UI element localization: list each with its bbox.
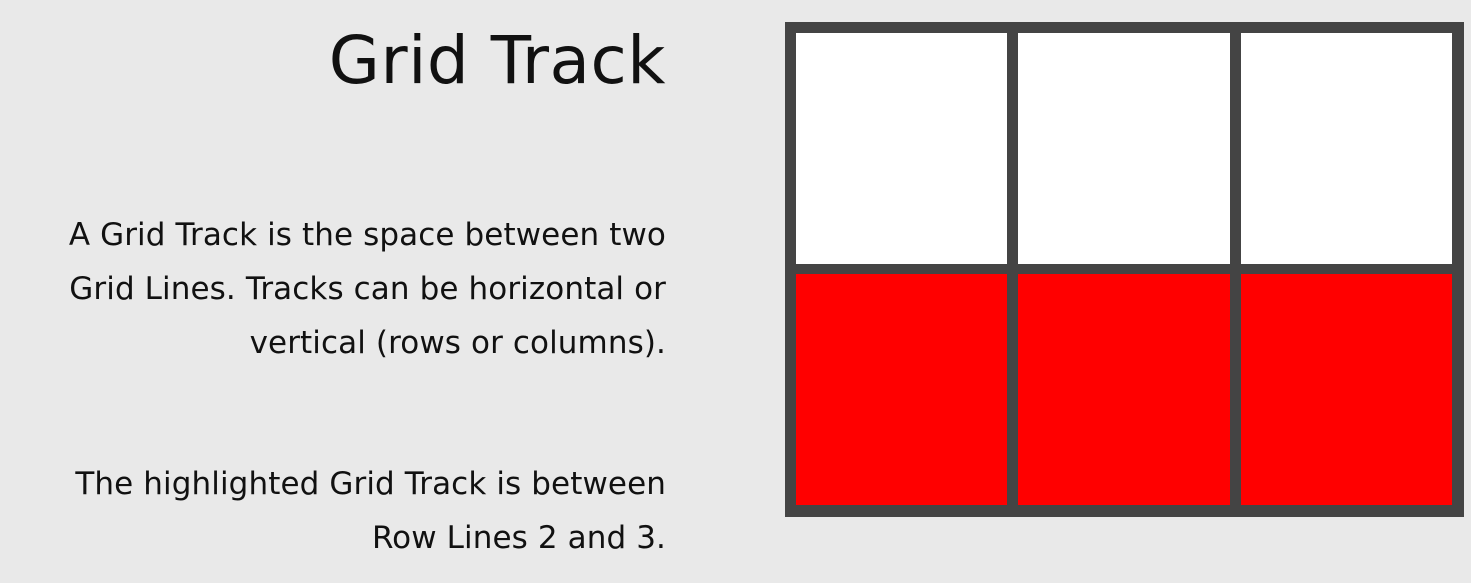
- grid-cell-row-1-col-1: [796, 33, 1008, 264]
- description-paragraph: A Grid Track is the space between two Gr…: [6, 208, 666, 370]
- grid-cell-row-2-col-1: [796, 274, 1008, 505]
- text-column: Grid Track A Grid Track is the space bet…: [0, 0, 666, 583]
- highlight-explanation-line: Row Lines 2 and 3.: [371, 520, 666, 556]
- grid-cell-row-2-col-3: [1240, 274, 1452, 505]
- grid-cell-row-1-col-2: [1018, 33, 1230, 264]
- grid-diagram: [785, 22, 1464, 517]
- description-line: Grid Lines. Tracks can be horizontal or: [69, 271, 666, 307]
- grid-cell-row-1-col-3: [1240, 33, 1452, 264]
- highlight-explanation-line: The highlighted Grid Track is between: [75, 466, 666, 502]
- description-line: vertical (rows or columns).: [249, 325, 666, 361]
- highlight-explanation-paragraph: The highlighted Grid Track is between Ro…: [6, 457, 666, 565]
- page-title: Grid Track: [328, 22, 666, 99]
- grid-cell-row-2-col-2: [1018, 274, 1230, 505]
- description-line: A Grid Track is the space between two: [68, 217, 666, 253]
